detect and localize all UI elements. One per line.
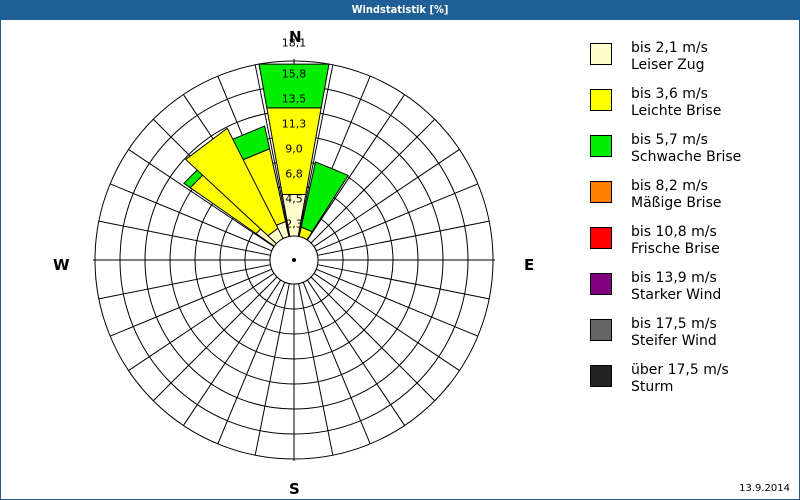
legend-item: bis 3,6 m/s Leichte Brise bbox=[590, 86, 790, 132]
legend-item: bis 10,8 m/s Frische Brise bbox=[590, 224, 790, 270]
legend-label: bis 2,1 m/s Leiser Zug bbox=[631, 40, 708, 73]
date-label: 13.9.2014 bbox=[739, 483, 790, 494]
wind-sector-segment bbox=[300, 161, 349, 233]
legend-item: bis 17,5 m/s Steifer Wind bbox=[590, 316, 790, 362]
radial-tick-label: 6,8 bbox=[285, 168, 303, 181]
radial-tick-label: 9,0 bbox=[285, 143, 303, 156]
wind-rose-chart: 2,3 4,5 6,8 9,0 11,3 13,5 15,8 18,1 bbox=[93, 37, 495, 461]
wind-sector-segment bbox=[184, 127, 279, 237]
legend-item: bis 8,2 m/s Mäßige Brise bbox=[590, 178, 790, 224]
legend-swatch bbox=[590, 135, 612, 157]
legend-label: über 17,5 m/s Sturm bbox=[631, 362, 729, 395]
legend-label: bis 8,2 m/s Mäßige Brise bbox=[631, 178, 722, 211]
chart-title: Windstatistik [%] bbox=[0, 0, 800, 20]
direction-south: S bbox=[289, 480, 300, 498]
legend-item: über 17,5 m/s Sturm bbox=[590, 362, 790, 408]
legend-swatch bbox=[590, 365, 612, 387]
radial-tick-label: 13,5 bbox=[282, 93, 307, 106]
legend: bis 2,1 m/s Leiser Zug bis 3,6 m/s Leichte … bbox=[590, 40, 790, 408]
direction-west: W bbox=[53, 256, 70, 274]
legend-swatch bbox=[590, 43, 612, 65]
legend-label: bis 13,9 m/s Starker Wind bbox=[631, 270, 722, 303]
legend-label: bis 17,5 m/s Steifer Wind bbox=[631, 316, 717, 349]
legend-label: bis 3,6 m/s Leichte Brise bbox=[631, 86, 722, 119]
legend-item: bis 13,9 m/s Starker Wind bbox=[590, 270, 790, 316]
wind-sector-segment bbox=[258, 63, 330, 109]
legend-item: bis 5,7 m/s Schwache Brise bbox=[590, 132, 790, 178]
legend-item: bis 2,1 m/s Leiser Zug bbox=[590, 40, 790, 86]
legend-swatch bbox=[590, 181, 612, 203]
radial-tick-label: 18,1 bbox=[282, 37, 307, 50]
direction-east: E bbox=[524, 256, 535, 274]
radial-tick-label: 2,3 bbox=[285, 218, 303, 231]
radial-tick-label: 11,3 bbox=[282, 118, 307, 131]
legend-label: bis 5,7 m/s Schwache Brise bbox=[631, 132, 742, 165]
radial-tick-label: 4,5 bbox=[285, 193, 303, 206]
direction-north: N bbox=[289, 28, 302, 46]
legend-swatch bbox=[590, 273, 612, 295]
radial-tick-label: 15,8 bbox=[282, 68, 307, 81]
legend-label: bis 10,8 m/s Frische Brise bbox=[631, 224, 720, 257]
legend-swatch bbox=[590, 319, 612, 341]
legend-swatch bbox=[590, 89, 612, 111]
legend-swatch bbox=[590, 227, 612, 249]
